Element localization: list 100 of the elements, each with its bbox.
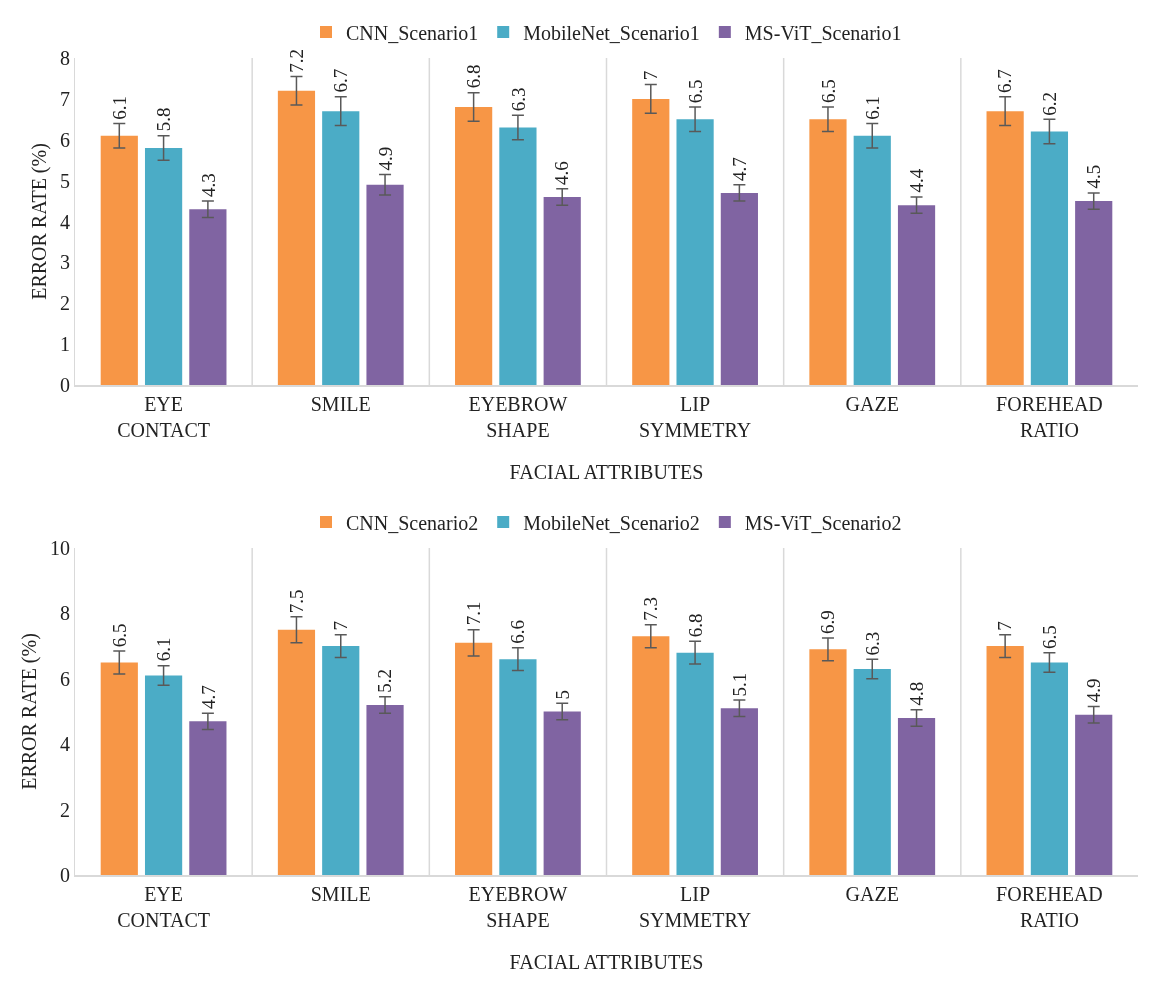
data-label: 7 [330, 620, 352, 631]
y-tick-label: 6 [60, 128, 70, 151]
x-tick-label: SMILE [310, 392, 371, 415]
bar [720, 708, 758, 875]
bar [366, 704, 404, 875]
y-tick-label: 2 [60, 292, 70, 315]
data-label: 6.1 [861, 95, 883, 120]
data-label: 4.7 [728, 157, 750, 182]
y-tick-label: 4 [60, 210, 70, 233]
data-label: 7 [994, 621, 1016, 631]
data-label: 5.8 [152, 107, 174, 132]
data-label: 7.2 [286, 49, 308, 73]
y-tick-label: 8 [60, 47, 70, 69]
data-label: 4.5 [1082, 164, 1104, 189]
data-label: 7.5 [285, 589, 307, 614]
bar [676, 119, 714, 385]
data-label: 6.3 [862, 631, 884, 656]
data-label: 4.7 [197, 685, 219, 710]
bar [322, 111, 360, 385]
data-label: 5 [551, 690, 573, 700]
bar [632, 636, 670, 875]
x-tick-label: FOREHEAD RATIO [996, 392, 1103, 441]
data-label: 6.7 [329, 68, 351, 93]
data-label: 6.2 [1039, 91, 1061, 116]
data-label: 6.5 [685, 79, 707, 104]
data-label: 4.9 [1083, 678, 1105, 703]
bar [277, 629, 316, 875]
data-label: 4.3 [197, 173, 219, 197]
data-label: 6.1 [108, 95, 130, 120]
y-tick-label: 1 [60, 333, 70, 356]
data-label: 4.6 [551, 161, 573, 186]
bar [1075, 714, 1113, 875]
data-label: 7.1 [462, 601, 484, 626]
bar [853, 668, 891, 875]
bar [499, 127, 537, 385]
bar [322, 646, 360, 875]
data-label: 6.3 [507, 87, 529, 112]
bar [1030, 662, 1069, 875]
bar [144, 147, 183, 385]
data-label: 5.2 [374, 669, 396, 693]
y-tick-label: 3 [60, 251, 70, 274]
legend-label: CNN_Scenario1 [346, 21, 479, 44]
x-tick-label: EYEBROW SHAPE [468, 392, 568, 441]
data-label: 6.5 [817, 79, 839, 104]
x-tick-label: SMILE [310, 882, 371, 905]
y-tick-label: 8 [60, 602, 70, 625]
x-tick-label: EYEBROW SHAPE [468, 882, 568, 931]
y-tick-label: 0 [60, 864, 70, 886]
data-label: 6.5 [109, 623, 131, 648]
y-tick-label: 6 [60, 667, 70, 690]
x-tick-label: FOREHEAD RATIO [996, 882, 1103, 931]
data-label: 4.9 [374, 146, 396, 171]
y-tick-label: 2 [60, 798, 70, 821]
bar [543, 196, 581, 385]
bar [144, 675, 183, 875]
x-tick-label: LIP SYMMETRY [638, 882, 752, 931]
data-label: 6.7 [994, 69, 1016, 93]
bar [543, 711, 581, 875]
bar [1075, 201, 1113, 385]
y-tick-label: 5 [60, 169, 70, 192]
y-tick-label: 4 [60, 733, 70, 756]
x-tick-label: EYE CONTACT [117, 392, 210, 441]
data-label: 6.6 [507, 619, 529, 644]
data-label: 4.8 [905, 681, 927, 706]
bar [853, 135, 891, 385]
data-label: 7 [640, 70, 662, 81]
bar [499, 659, 537, 875]
bar [1030, 131, 1069, 385]
x-tick-label: GAZE [845, 882, 899, 905]
bar [189, 209, 227, 385]
bar [277, 90, 316, 385]
legend-label: MobileNet_Scenario1 [523, 21, 700, 44]
bar [809, 119, 847, 385]
bar [455, 107, 493, 385]
bar [632, 98, 670, 385]
bar [897, 718, 936, 875]
bar [100, 662, 138, 875]
data-label: 6.8 [462, 64, 484, 89]
legend-label: MobileNet_Scenario2 [523, 511, 700, 534]
data-label: 6.8 [684, 613, 706, 638]
data-label: 7.3 [639, 596, 661, 621]
bar [100, 135, 138, 385]
data-label: 6.5 [1038, 625, 1060, 650]
legend-label: MS-ViT_Scenario2 [744, 511, 902, 534]
bar [455, 642, 493, 875]
data-label: 4.4 [905, 168, 927, 193]
bar [189, 721, 227, 875]
data-label: 5.1 [729, 672, 751, 697]
x-tick-label: LIP SYMMETRY [638, 392, 752, 441]
x-tick-label: GAZE [845, 392, 899, 415]
bar [986, 111, 1024, 385]
bar [720, 192, 758, 385]
bar [809, 649, 847, 875]
legend-label: CNN_Scenario2 [346, 511, 479, 534]
y-tick-label: 7 [60, 87, 70, 110]
data-label: 6.1 [152, 637, 174, 662]
legend-label: MS-ViT_Scenario1 [744, 21, 902, 44]
y-axis-title: ERROR RATE (%) [27, 143, 51, 300]
bar [366, 184, 404, 385]
bar [986, 646, 1024, 875]
